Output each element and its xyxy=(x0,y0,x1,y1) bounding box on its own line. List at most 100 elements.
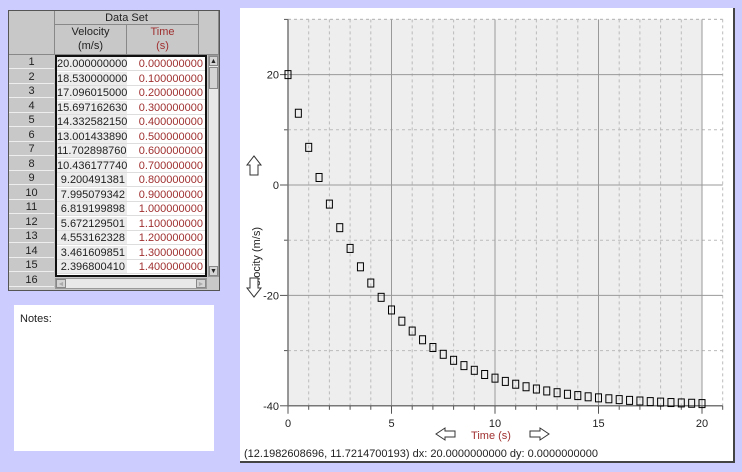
x-tick-label: 15 xyxy=(592,418,604,430)
horizontal-scrollbar[interactable]: ◄ ► xyxy=(55,278,207,289)
notes-box[interactable]: Notes: xyxy=(14,305,214,451)
data-set-title: Data Set xyxy=(55,11,199,25)
data-point xyxy=(574,391,582,401)
velocity-cell[interactable]: 4.553162328 xyxy=(57,231,127,245)
scroll-right-button[interactable]: ► xyxy=(196,279,206,288)
data-point xyxy=(367,278,375,288)
row-header[interactable]: 14 xyxy=(9,243,54,258)
time-cell[interactable]: 0.900000000 xyxy=(127,187,205,202)
data-point xyxy=(563,389,571,399)
row-header[interactable]: 11 xyxy=(9,200,54,214)
time-cell[interactable]: 1.200000000 xyxy=(127,231,205,245)
data-point xyxy=(667,398,675,408)
arrow-right-icon[interactable] xyxy=(529,427,550,441)
row-header[interactable]: 8 xyxy=(9,156,54,171)
time-cell[interactable]: 1.500000000 xyxy=(127,274,205,275)
velocity-cell[interactable]: 6.819199898 xyxy=(57,202,127,216)
row-header[interactable]: 1 xyxy=(9,55,54,69)
grid-lines xyxy=(288,18,724,406)
time-cell[interactable]: 1.400000000 xyxy=(127,260,205,274)
x-tick-label: 5 xyxy=(388,418,394,430)
row-header[interactable]: 13 xyxy=(9,229,54,243)
data-point xyxy=(460,361,468,371)
data-point xyxy=(657,397,665,407)
time-cell[interactable]: 0.800000000 xyxy=(127,173,205,187)
time-cell[interactable]: 0.300000000 xyxy=(127,100,205,115)
row-header[interactable]: 15 xyxy=(9,258,54,272)
velocity-cell[interactable]: 11.702898760 xyxy=(57,144,127,158)
velocity-cell[interactable]: 15.697162630 xyxy=(57,100,128,115)
velocity-cell[interactable]: 10.436177740 xyxy=(57,158,128,173)
row-header[interactable]: 12 xyxy=(9,214,54,229)
time-cell[interactable]: 0.200000000 xyxy=(127,86,205,100)
row-header[interactable]: 7 xyxy=(9,142,54,156)
time-cell[interactable]: 0.700000000 xyxy=(127,158,205,173)
time-cell[interactable]: 0.500000000 xyxy=(127,129,205,144)
vertical-scrollbar[interactable]: ▲ ▼ xyxy=(208,55,219,277)
row-header[interactable]: 4 xyxy=(9,98,54,113)
data-point xyxy=(646,397,654,407)
notes-label: Notes: xyxy=(20,313,52,325)
scroll-down-button[interactable]: ▼ xyxy=(209,266,218,276)
velocity-cell[interactable]: 5.672129501 xyxy=(57,216,127,231)
y-tick-label: -20 xyxy=(263,290,279,302)
row-header[interactable]: 16 xyxy=(9,272,54,287)
data-point xyxy=(491,373,499,383)
arrow-left-icon[interactable] xyxy=(435,427,456,441)
velocity-cell[interactable]: 9.200491381 xyxy=(57,173,127,187)
row-header[interactable]: 3 xyxy=(9,84,54,98)
velocity-cell[interactable]: 1.358870000 xyxy=(57,274,127,275)
velocity-cell[interactable]: 7.995079342 xyxy=(57,187,127,202)
velocity-cell[interactable]: 2.396800410 xyxy=(57,260,127,274)
data-point xyxy=(450,355,458,365)
row-header[interactable]: 10 xyxy=(9,185,54,200)
time-cell[interactable]: 0.600000000 xyxy=(127,144,205,158)
scroll-thumb[interactable] xyxy=(209,67,218,89)
row-header[interactable]: 6 xyxy=(9,127,54,142)
column-header-time[interactable]: Time (s) xyxy=(127,25,199,55)
data-point xyxy=(481,370,489,380)
y-tick-label: -40 xyxy=(263,401,279,413)
time-cell[interactable]: 0.100000000 xyxy=(127,71,205,86)
row-header[interactable]: 2 xyxy=(9,69,54,84)
x-tick-label: 0 xyxy=(285,418,291,430)
velocity-cell[interactable]: 13.001433890 xyxy=(57,129,128,144)
data-point xyxy=(388,305,395,315)
data-point xyxy=(605,394,613,404)
time-cell[interactable]: 1.300000000 xyxy=(127,245,205,260)
x-tick-label: 20 xyxy=(696,418,708,430)
time-cell[interactable]: 0.400000000 xyxy=(127,115,205,129)
data-point xyxy=(346,243,354,253)
arrow-up-icon[interactable] xyxy=(245,155,263,176)
velocity-cell[interactable]: 20.000000000 xyxy=(57,57,128,71)
scroll-up-button[interactable]: ▲ xyxy=(209,56,218,66)
velocity-cell[interactable]: 18.530000000 xyxy=(57,71,128,86)
data-point xyxy=(532,384,540,394)
data-point xyxy=(698,399,706,409)
velocity-cell[interactable]: 3.461609851 xyxy=(57,245,127,260)
row-header[interactable]: 5 xyxy=(9,113,54,127)
row-header[interactable]: 9 xyxy=(9,171,54,185)
data-point xyxy=(315,172,323,182)
data-point xyxy=(677,398,685,408)
y-tick-label: 0 xyxy=(273,180,279,192)
time-cell[interactable]: 0.000000000 xyxy=(127,57,205,71)
axes: 0 5 10 15 20 20 0 -20 -40 xyxy=(263,18,724,430)
table-grid[interactable]: 20.000000000 0.000000000 18.530000000 0.100… xyxy=(55,55,207,277)
data-point xyxy=(470,365,478,375)
column-header-velocity[interactable]: Velocity (m/s) xyxy=(55,25,127,55)
velocity-cell[interactable]: 14.332582150 xyxy=(57,115,128,129)
data-point xyxy=(305,142,313,152)
x-axis-label: Time (s) xyxy=(471,430,511,442)
velocity-cell[interactable]: 17.096015000 xyxy=(57,86,128,100)
data-point xyxy=(501,376,509,386)
arrow-down-icon[interactable] xyxy=(245,277,263,298)
time-cell[interactable]: 1.000000000 xyxy=(127,202,205,216)
data-point xyxy=(408,326,416,336)
data-point xyxy=(377,292,385,302)
data-points xyxy=(284,70,706,409)
time-cell[interactable]: 1.100000000 xyxy=(127,216,205,231)
scroll-left-button[interactable]: ◄ xyxy=(56,279,66,288)
